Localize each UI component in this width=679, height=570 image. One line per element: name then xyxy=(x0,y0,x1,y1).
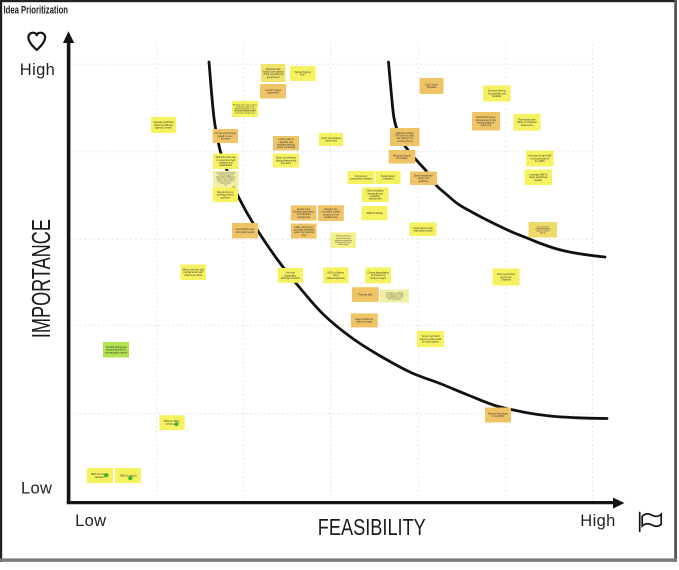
svg-text:High: High xyxy=(580,512,615,530)
svg-text:WDS for rebuild: WDS for rebuild xyxy=(120,474,138,477)
svg-text:Portfolio falls: Portfolio falls xyxy=(358,293,372,296)
svg-text:Low: Low xyxy=(21,480,52,498)
svg-text:Low: Low xyxy=(75,512,106,530)
svg-text:IMPORTANCE: IMPORTANCE xyxy=(28,219,56,338)
svg-text:Web-based concept(what will th: Web-based concept (what will the tech) lan… xyxy=(335,235,352,246)
svg-text:FEASIBILITY: FEASIBILITY xyxy=(318,514,426,540)
svg-text:WDS for timeline'idealized': WDS for timeline'idealized' xyxy=(91,473,110,479)
svg-text:Create more(mobile) subscriber: Create more (mobile) subscribers for indiv… xyxy=(293,208,315,219)
svg-text:Course Appreciation(A transfer: Course Appreciation (A transfer to) Course… xyxy=(367,272,389,280)
svg-text:Leverage M&P &share (watch/use: Leverage M&P & share (watch/use impact) xyxy=(529,173,548,181)
svg-text:High: High xyxy=(20,61,55,79)
svg-text:Idea Prioritization: Idea Prioritization xyxy=(4,4,69,16)
svg-text:WDS for DSoE: WDS for DSoE xyxy=(367,212,383,215)
svg-text:WDS for 'WDs_STUD lead': WDS for 'WDs_ STUD lead' xyxy=(164,420,181,426)
svg-text:Alt design review topics reque: Alt design review topics request continue… xyxy=(233,104,257,115)
svg-text:Types of animation(history/fra: Types of animation (history/framework) lis… xyxy=(276,157,297,165)
